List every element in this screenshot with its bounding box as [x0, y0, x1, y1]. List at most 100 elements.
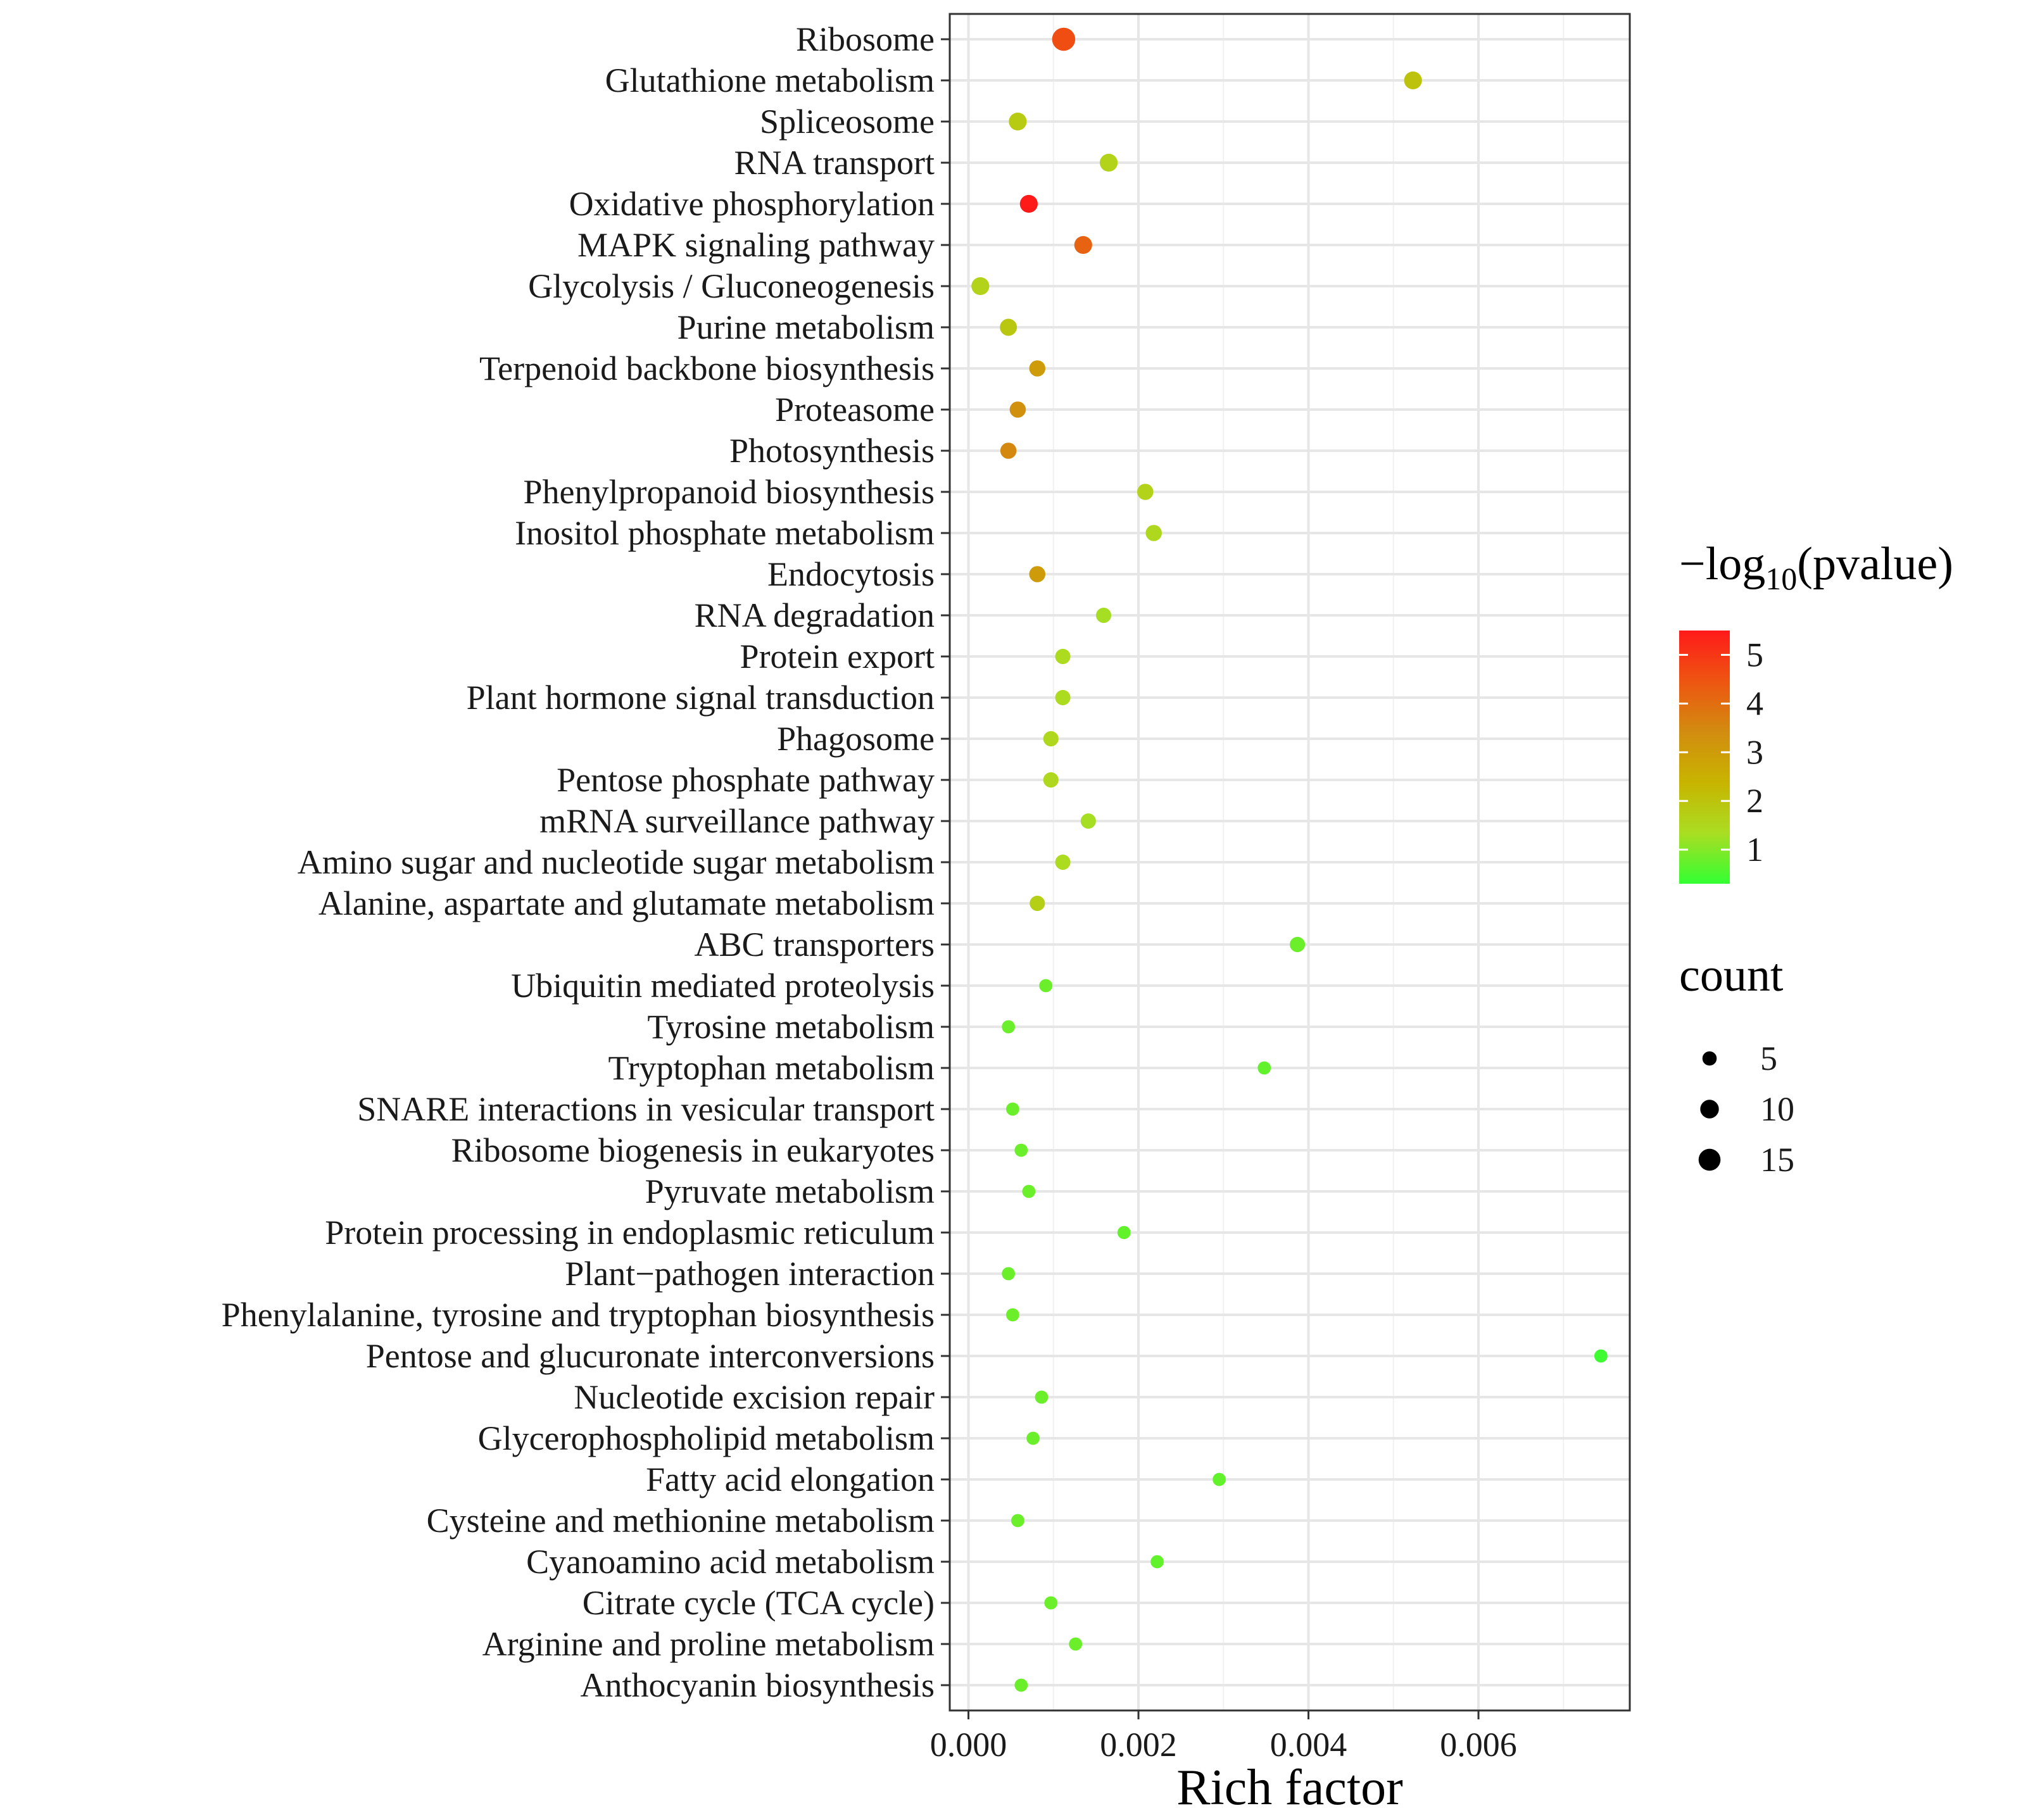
data-point [1014, 1143, 1028, 1157]
data-point [1011, 1514, 1024, 1528]
data-point [1404, 71, 1422, 90]
size-legend-label: 15 [1760, 1141, 1794, 1179]
data-point [1029, 360, 1046, 377]
data-point [1257, 1061, 1271, 1075]
y-tick-label: Spliceosome [760, 103, 935, 141]
y-tick-label: mRNA surveillance pathway [539, 802, 935, 840]
y-tick-label: Cyanoamino acid metabolism [526, 1543, 935, 1581]
data-point [1080, 813, 1096, 829]
y-tick-label: Phenylalanine, tyrosine and tryptophan b… [222, 1296, 935, 1334]
y-tick-label: Nucleotide excision repair [574, 1378, 935, 1416]
data-point [1002, 1020, 1016, 1034]
y-tick-label: Ribosome biogenesis in eukaryotes [451, 1131, 935, 1169]
color-legend-tick-label: 5 [1746, 636, 1763, 674]
size-legend-items: 5 10 15 [1698, 1039, 1794, 1179]
size-legend-label: 5 [1760, 1039, 1777, 1077]
y-tick-label: Terpenoid backbone biosynthesis [479, 349, 935, 387]
x-tick-label: 0.006 [1440, 1726, 1517, 1764]
data-point [1150, 1555, 1164, 1569]
data-point [1594, 1349, 1608, 1363]
color-legend-bar [1679, 631, 1730, 884]
horizontal-gridlines [950, 38, 1630, 1686]
y-tick-label: Tryptophan metabolism [608, 1049, 935, 1087]
y-tick-label: Fatty acid elongation [646, 1460, 935, 1498]
data-point [1145, 525, 1162, 541]
x-tick-label: 0.002 [1100, 1726, 1177, 1764]
y-tick-label: MAPK signaling pathway [577, 226, 935, 264]
x-tick-label: 0.004 [1270, 1726, 1347, 1764]
data-point [1009, 112, 1027, 131]
plot-panel [948, 13, 1631, 1712]
y-tick-label: RNA transport [734, 144, 935, 182]
y-tick-label: Purine metabolism [677, 308, 935, 346]
y-tick-label: RNA degradation [695, 596, 935, 634]
y-tick-label: Oxidative phosphorylation [569, 185, 935, 223]
data-point [1002, 1267, 1016, 1281]
data-point [1052, 27, 1076, 51]
data-point [1069, 1637, 1083, 1651]
y-tick-label: Plant hormone signal transduction [467, 679, 935, 717]
y-tick-label: Inositol phosphate metabolism [515, 514, 935, 552]
data-point [1022, 1184, 1036, 1198]
y-tick-label: Alanine, aspartate and glutamate metabol… [318, 884, 935, 922]
color-legend-tick-label: 3 [1746, 733, 1763, 771]
data-point [1019, 194, 1038, 213]
data-point [1074, 235, 1092, 254]
x-tick-label: 0.000 [930, 1726, 1007, 1764]
data-point [1014, 1678, 1028, 1692]
y-tick-label: Cysteine and methionine metabolism [427, 1502, 935, 1540]
y-tick-label: Proteasome [775, 391, 935, 429]
data-point [1043, 731, 1059, 747]
y-tick-label: Photosynthesis [729, 432, 935, 470]
data-point [1099, 153, 1118, 172]
color-legend-tick-label: 4 [1746, 684, 1763, 722]
y-tick-label: Ubiquitin mediated proteolysis [511, 967, 935, 1005]
data-point [1000, 318, 1018, 336]
data-point [1026, 1431, 1040, 1445]
color-legend-tick-label: 1 [1746, 831, 1763, 869]
data-point [1030, 895, 1045, 912]
size-legend-circle [1700, 1100, 1719, 1119]
data-point [1000, 442, 1017, 459]
data-point [1039, 979, 1053, 993]
y-tick-label: Glycolysis / Gluconeogenesis [528, 267, 935, 305]
y-tick-label: Pentose phosphate pathway [557, 761, 935, 799]
size-legend-label: 10 [1760, 1090, 1794, 1128]
color-legend-tick-label: 2 [1746, 782, 1763, 820]
x-axis: 0.000 0.002 0.004 0.006 [930, 1710, 1517, 1764]
y-tick-label: Plant−pathogen interaction [565, 1255, 935, 1293]
y-tick-label: Endocytosis [767, 555, 935, 593]
y-tick-label: Anthocyanin biosynthesis [581, 1666, 935, 1704]
data-point [1009, 401, 1026, 418]
y-tick-label: Phagosome [777, 720, 935, 758]
color-legend-title: −log10(pvalue) [1679, 538, 1953, 596]
data-point [1055, 689, 1071, 706]
y-tick-label: Amino sugar and nucleotide sugar metabol… [298, 843, 935, 881]
data-points [971, 27, 1608, 1692]
data-point [1005, 1308, 1019, 1322]
y-tick-label: Pyruvate metabolism [645, 1172, 935, 1210]
data-point [1029, 566, 1046, 582]
y-tick-label: Phenylpropanoid biosynthesis [524, 473, 935, 511]
data-point [1005, 1102, 1019, 1116]
data-point [1117, 1226, 1131, 1239]
y-tick-label: Citrate cycle (TCA cycle) [583, 1584, 935, 1622]
data-point [971, 277, 990, 296]
count-size-legend: count 5 10 15 [1679, 950, 1794, 1179]
y-tick-label: Protein processing in endoplasmic reticu… [325, 1214, 935, 1252]
size-legend-circle [1702, 1051, 1717, 1066]
y-tick-label: Glycerophospholipid metabolism [478, 1419, 935, 1457]
data-point [1055, 854, 1071, 870]
y-tick-label: Tyrosine metabolism [647, 1008, 935, 1046]
y-tick-label: Ribosome [796, 20, 935, 58]
y-tick-label: SNARE interactions in vesicular transpor… [357, 1090, 935, 1128]
y-tick-label: Protein export [740, 637, 935, 675]
pvalue-color-legend: −log10(pvalue) 5 4 3 2 1 [1679, 538, 1953, 884]
y-tick-label: Glutathione metabolism [605, 61, 935, 99]
data-point [1137, 484, 1154, 500]
data-point [1043, 772, 1059, 788]
color-legend-ticks: 5 4 3 2 1 [1679, 636, 1763, 869]
y-tick-label: Arginine and proline metabolism [482, 1625, 935, 1663]
y-tick-label: ABC transporters [695, 926, 935, 963]
